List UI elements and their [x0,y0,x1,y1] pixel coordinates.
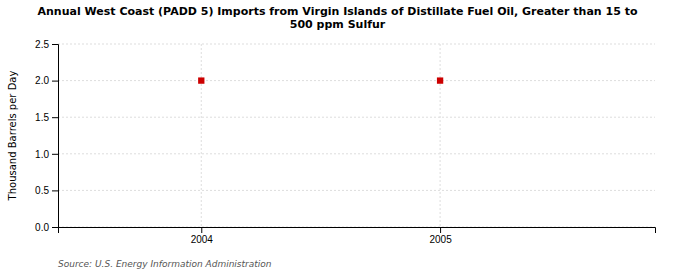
grid-line [201,44,202,227]
title: Annual West Coast (PADD 5) Imports from … [38,5,638,31]
tick-mark [52,81,58,82]
plot: 2004 2005 0.0 0.5 1.0 1.5 2.0 2.5 Thousand Barre… [7,39,656,245]
grid-line [58,44,655,45]
tick: 0.5 [35,185,58,196]
point [198,77,204,83]
grid-line [58,190,655,191]
point [437,77,443,83]
source: Source: U.S. Energy Information Administ… [58,259,272,269]
tick-label: 2.0 [35,75,49,86]
tick: 2004 [191,227,214,245]
grid [58,44,655,227]
tick: 1.0 [35,149,58,160]
tick: 2.0 [35,75,58,86]
tick: 2.5 [35,39,58,50]
axis-line [52,45,59,228]
tick-label: 2004 [191,234,214,245]
tick-mark [52,117,58,118]
tick-mark [52,227,58,228]
y-axis-label: Thousand Barrels per Day [7,71,18,202]
y-axis: 0.0 0.5 1.0 1.5 2.0 2.5 [35,39,58,233]
x-axis: 2004 2005 [59,227,656,245]
tick-label: 2.5 [35,39,49,50]
marks [198,77,443,83]
tick: 1.5 [35,112,58,123]
tick-label: 1.0 [35,149,49,160]
tick-mark [52,154,58,155]
tick-label: 0.5 [35,185,49,196]
tick-mark [440,227,441,233]
grid-line [58,80,655,81]
axis-line [59,228,656,234]
tick: 0.0 [35,222,58,233]
tick-mark [201,227,202,233]
tick-mark [52,44,58,45]
grid-line [58,117,655,118]
tick-label: 1.5 [35,112,49,123]
grid-line [440,44,441,227]
grid-line [58,153,655,154]
tick-label: 2005 [429,234,452,245]
tick-label: 0.0 [35,222,49,233]
tick-mark [52,190,58,191]
chart: Annual West Coast (PADD 5) Imports from … [0,0,675,275]
tick: 2005 [429,227,452,245]
